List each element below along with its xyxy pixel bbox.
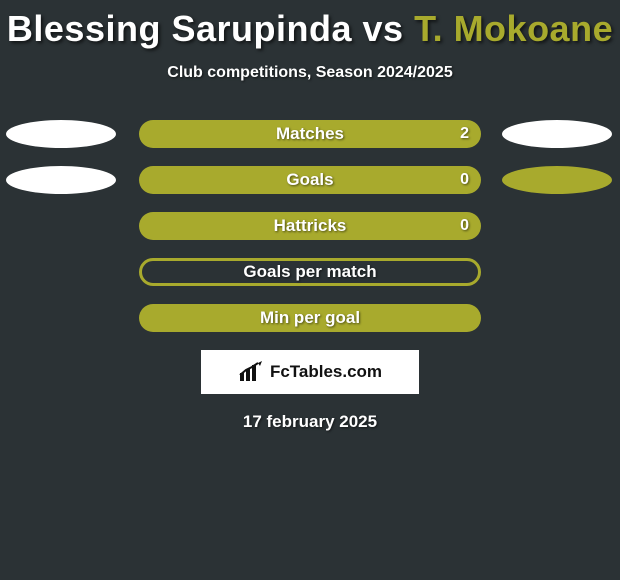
stat-bar: Goals per match xyxy=(139,258,481,286)
stat-bar: Min per goal xyxy=(139,304,481,332)
stat-value-right: 0 xyxy=(460,217,469,235)
comparison-title: Blessing Sarupinda vs T. Mokoane xyxy=(0,0,620,50)
ellipse-right xyxy=(502,166,612,194)
stat-label: Goals xyxy=(286,170,333,190)
stat-bar: Matches 2 xyxy=(139,120,481,148)
stat-label: Matches xyxy=(276,124,344,144)
logo-box: FcTables.com xyxy=(201,350,419,394)
stat-rows: Matches 2 Goals 0 Hattricks 0 Goals per match M… xyxy=(0,120,620,332)
ellipse-right xyxy=(502,120,612,148)
stat-row: Hattricks 0 xyxy=(0,212,620,240)
player2-name: T. Mokoane xyxy=(414,8,613,49)
stat-label: Hattricks xyxy=(274,216,347,236)
stat-row: Matches 2 xyxy=(0,120,620,148)
stat-row: Goals 0 xyxy=(0,166,620,194)
vs-connector: vs xyxy=(363,8,404,49)
ellipse-left xyxy=(6,166,116,194)
date: 17 february 2025 xyxy=(0,412,620,432)
logo-text: FcTables.com xyxy=(270,362,382,382)
stat-label: Goals per match xyxy=(243,262,376,282)
player1-name: Blessing Sarupinda xyxy=(7,8,352,49)
stat-bar: Goals 0 xyxy=(139,166,481,194)
subtitle: Club competitions, Season 2024/2025 xyxy=(0,64,620,82)
chart-icon xyxy=(238,361,264,383)
stat-value-right: 2 xyxy=(460,125,469,143)
stat-row: Min per goal xyxy=(0,304,620,332)
stat-row: Goals per match xyxy=(0,258,620,286)
ellipse-left xyxy=(6,120,116,148)
stat-value-right: 0 xyxy=(460,171,469,189)
stat-label: Min per goal xyxy=(260,308,360,328)
stat-bar: Hattricks 0 xyxy=(139,212,481,240)
